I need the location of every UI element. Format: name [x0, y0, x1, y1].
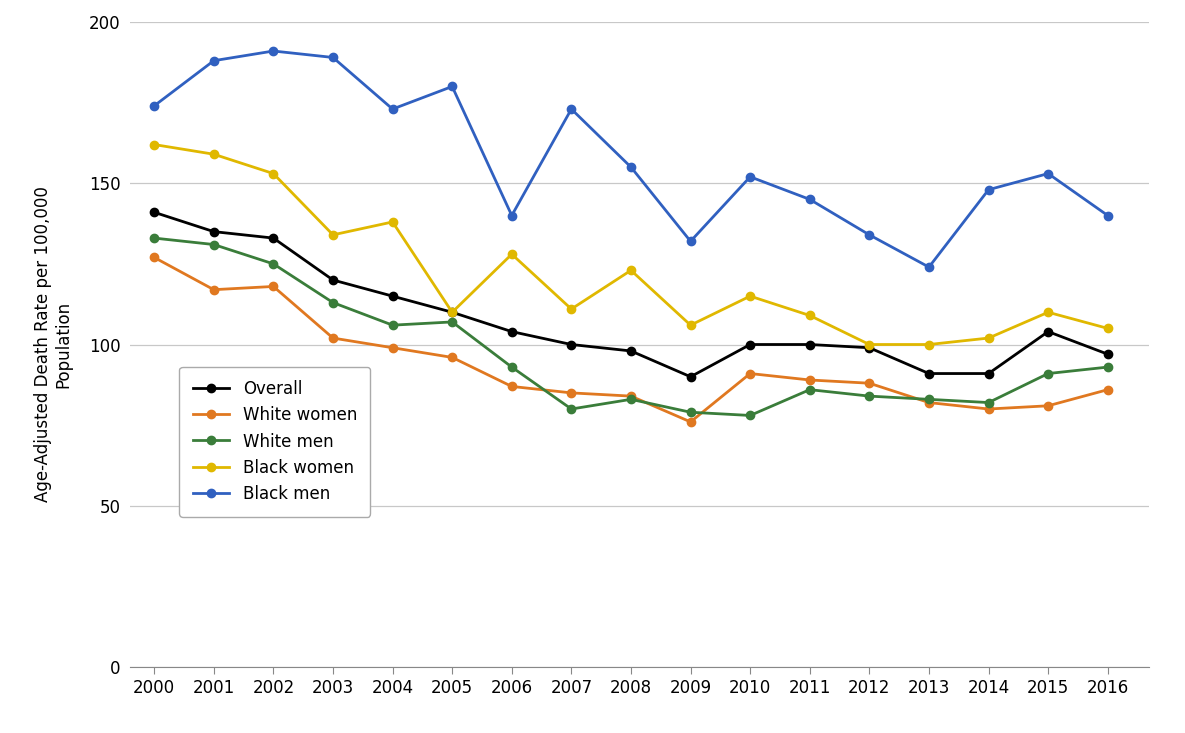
Overall [505, 327, 519, 336]
Black men [206, 56, 220, 65]
White men [147, 234, 161, 243]
White men [623, 395, 638, 404]
Overall [863, 343, 877, 352]
Black men [505, 211, 519, 220]
Black women [922, 340, 936, 349]
Legend: Overall, White women, White men, Black women, Black men: Overall, White women, White men, Black w… [179, 366, 371, 517]
White men [505, 363, 519, 372]
White men [267, 259, 281, 268]
Black women [267, 169, 281, 178]
White women [684, 418, 698, 427]
White men [326, 298, 340, 307]
Black men [385, 105, 399, 114]
Line: Black men: Black men [150, 47, 1112, 271]
Black women [446, 308, 460, 317]
Black women [326, 230, 340, 239]
White women [326, 334, 340, 342]
White women [623, 391, 638, 400]
Black women [1101, 324, 1115, 333]
White men [1101, 363, 1115, 372]
White women [1101, 386, 1115, 394]
White women [802, 375, 816, 384]
White women [505, 382, 519, 391]
White men [1042, 369, 1056, 378]
Black men [802, 195, 816, 204]
Black men [863, 230, 877, 239]
Black women [385, 218, 399, 226]
Line: White men: White men [150, 234, 1112, 419]
White men [446, 317, 460, 326]
Overall [743, 340, 757, 349]
Black women [623, 266, 638, 275]
White women [1042, 402, 1056, 410]
Black men [623, 163, 638, 172]
White women [206, 285, 220, 294]
Black men [981, 185, 995, 194]
White men [206, 240, 220, 249]
Line: Overall: Overall [150, 208, 1112, 381]
Black women [684, 321, 698, 330]
Overall [267, 234, 281, 243]
White men [564, 405, 578, 413]
White women [922, 398, 936, 407]
White women [385, 343, 399, 352]
Black men [326, 53, 340, 62]
Overall [1101, 350, 1115, 358]
Black women [147, 140, 161, 149]
Overall [802, 340, 816, 349]
Black men [743, 172, 757, 181]
Black men [1101, 211, 1115, 220]
Overall [981, 369, 995, 378]
Black women [1042, 308, 1056, 317]
Line: White women: White women [150, 254, 1112, 426]
Overall [446, 308, 460, 317]
White men [802, 386, 816, 394]
Black men [922, 262, 936, 271]
Black women [564, 305, 578, 314]
Overall [326, 276, 340, 284]
White men [385, 321, 399, 330]
Black men [267, 47, 281, 56]
Black men [564, 105, 578, 114]
Black men [684, 237, 698, 246]
Black women [981, 334, 995, 342]
Black women [505, 250, 519, 259]
Black women [802, 311, 816, 320]
Overall [623, 347, 638, 356]
Overall [922, 369, 936, 378]
White women [147, 253, 161, 262]
Overall [206, 227, 220, 236]
Black women [206, 150, 220, 158]
White women [743, 369, 757, 378]
Y-axis label: Age-Adjusted Death Rate per 100,000
Population: Age-Adjusted Death Rate per 100,000 Popu… [33, 187, 72, 502]
Black men [147, 101, 161, 110]
Overall [684, 372, 698, 381]
Black women [743, 292, 757, 301]
Overall [147, 208, 161, 217]
Line: Black women: Black women [150, 141, 1112, 349]
Black women [863, 340, 877, 349]
White men [863, 391, 877, 400]
White men [922, 395, 936, 404]
Black men [1042, 169, 1056, 178]
Black men [446, 82, 460, 91]
Overall [1042, 327, 1056, 336]
White men [684, 408, 698, 416]
Overall [564, 340, 578, 349]
White women [863, 379, 877, 388]
White women [981, 405, 995, 413]
White women [564, 388, 578, 397]
Overall [385, 292, 399, 301]
White men [981, 398, 995, 407]
White women [446, 353, 460, 362]
White men [743, 411, 757, 420]
White women [267, 282, 281, 291]
